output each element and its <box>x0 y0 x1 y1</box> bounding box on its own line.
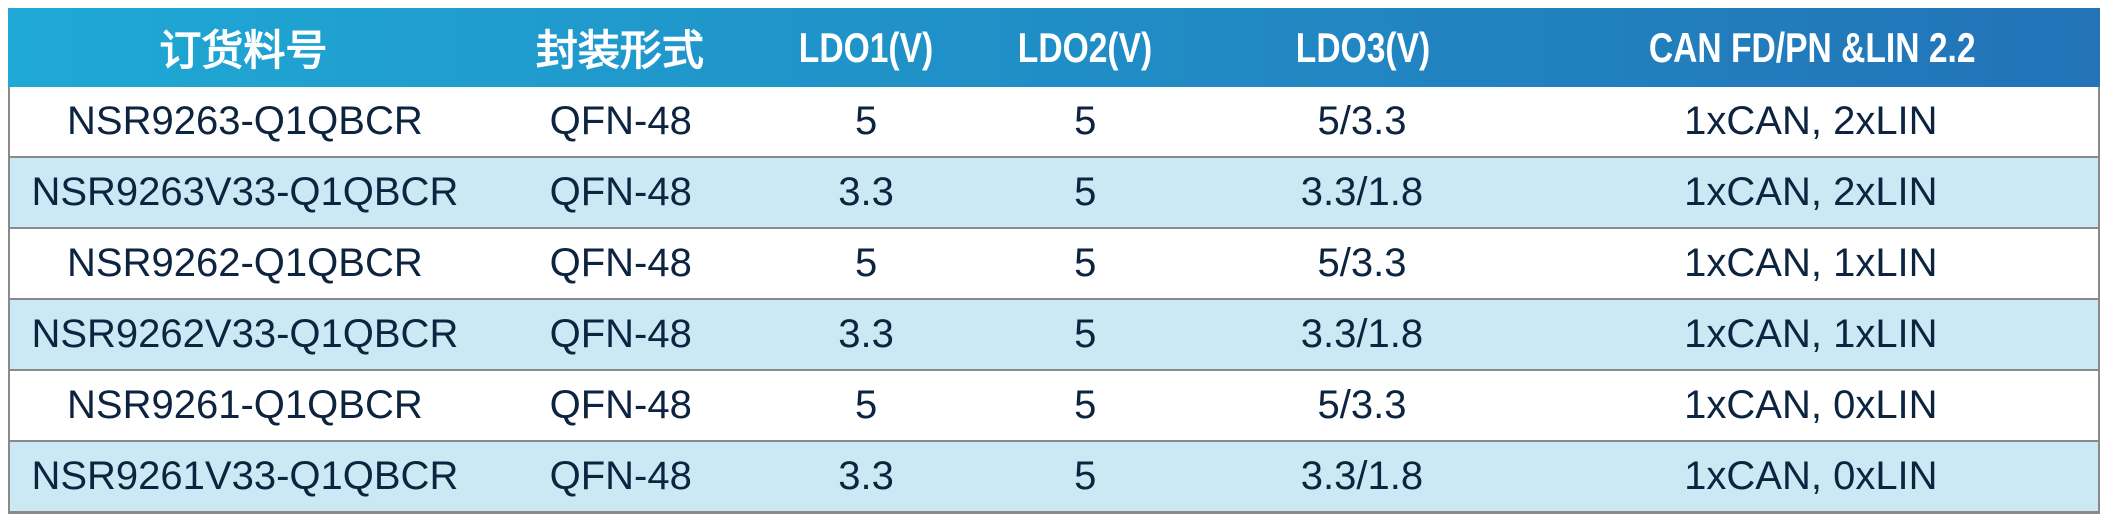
column-header-ldo1: LDO1(V) <box>761 24 970 72</box>
table-header-row: 订货料号 封装形式 LDO1(V) LDO2(V) LDO3(V) CAN FD… <box>8 8 2100 87</box>
table-cell: NSR9261-Q1QBCR <box>67 383 423 427</box>
table-cell: 5 <box>854 99 878 143</box>
table-cell: NSR9261V33-Q1QBCR <box>31 454 459 498</box>
table-cell: QFN-48 <box>549 454 692 498</box>
table-cell: NSR9263V33-Q1QBCR <box>31 170 459 214</box>
column-header-label: LDO3(V) <box>1295 23 1430 71</box>
table-cell: 3.3/1.8 <box>1300 454 1424 498</box>
table-row: NSR9261-Q1QBCR QFN-48 5 5 5/3.3 1xCAN, 0xLIN <box>10 369 2098 440</box>
table-cell: 5 <box>1074 99 1097 143</box>
table-cell: NSR9262-Q1QBCR <box>67 241 423 285</box>
table-cell: 5 <box>1074 312 1097 356</box>
column-header-ldo3: LDO3(V) <box>1200 24 1524 72</box>
table-cell: NSR9262V33-Q1QBCR <box>31 312 459 356</box>
ordering-info-table: 订货料号 封装形式 LDO1(V) LDO2(V) LDO3(V) CAN FD… <box>8 8 2100 514</box>
table-row: NSR9262-Q1QBCR QFN-48 5 5 5/3.3 1xCAN, 1xLIN <box>10 227 2098 298</box>
table-row: NSR9261V33-Q1QBCR QFN-48 3.3 5 3.3/1.8 1xCAN,… <box>10 440 2098 511</box>
table-row: NSR9263-Q1QBCR QFN-48 5 5 5/3.3 1xCAN, 2xLIN <box>10 87 2098 156</box>
table-cell: 1xCAN, 0xLIN <box>1684 454 1938 498</box>
table-cell: 1xCAN, 2xLIN <box>1684 99 1938 143</box>
table-cell: 3.3 <box>838 454 894 498</box>
table-cell: 1xCAN, 1xLIN <box>1684 312 1938 356</box>
column-header-label: 订货料号 <box>159 27 328 74</box>
column-header-label: LDO2(V) <box>1018 23 1153 71</box>
table-cell: QFN-48 <box>549 99 692 143</box>
table-cell: 1xCAN, 0xLIN <box>1684 383 1938 427</box>
table-row: NSR9263V33-Q1QBCR QFN-48 3.3 5 3.3/1.8 1xCAN,… <box>10 156 2098 227</box>
column-header-part-number: 订货料号 <box>8 17 479 78</box>
table-cell: 5 <box>1074 241 1097 285</box>
table-cell: 5/3.3 <box>1317 241 1407 285</box>
column-header-ldo2: LDO2(V) <box>970 24 1200 72</box>
table-cell: 3.3/1.8 <box>1300 170 1424 214</box>
column-header-label: LDO1(V) <box>798 23 933 71</box>
table-cell: 5 <box>854 241 878 285</box>
column-header-label: CAN FD/PN &LIN 2.2 <box>1648 23 1976 71</box>
table-cell: QFN-48 <box>549 170 692 214</box>
column-header-package: 封装形式 <box>479 17 761 78</box>
table-cell: 1xCAN, 1xLIN <box>1684 241 1938 285</box>
table-cell: QFN-48 <box>549 241 692 285</box>
table-cell: 5/3.3 <box>1317 99 1407 143</box>
column-header-can-lin: CAN FD/PN &LIN 2.2 <box>1525 24 2100 72</box>
table-row: NSR9262V33-Q1QBCR QFN-48 3.3 5 3.3/1.8 1xCAN,… <box>10 298 2098 369</box>
table-cell: 5/3.3 <box>1317 383 1407 427</box>
column-header-label: 封装形式 <box>535 27 704 74</box>
table-cell: 5 <box>854 383 878 427</box>
table-cell: NSR9263-Q1QBCR <box>67 99 423 143</box>
table-cell: QFN-48 <box>549 312 692 356</box>
table-cell: 5 <box>1074 170 1097 214</box>
table-cell: 1xCAN, 2xLIN <box>1684 170 1938 214</box>
table-cell: 3.3/1.8 <box>1300 312 1424 356</box>
table-cell: 3.3 <box>838 170 894 214</box>
table-cell: 3.3 <box>838 312 894 356</box>
table-body: NSR9263-Q1QBCR QFN-48 5 5 5/3.3 1xCAN, 2xLIN N… <box>8 87 2100 514</box>
table-cell: QFN-48 <box>549 383 692 427</box>
table-cell: 5 <box>1074 454 1097 498</box>
table-cell: 5 <box>1074 383 1097 427</box>
